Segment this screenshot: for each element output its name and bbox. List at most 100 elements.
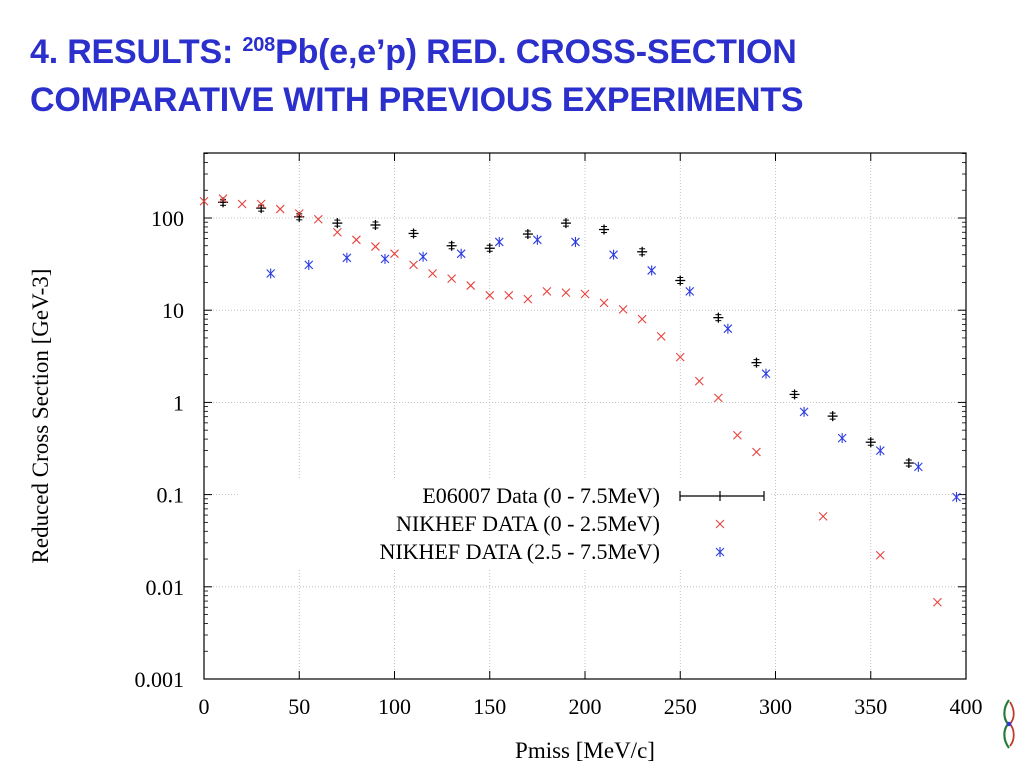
data-point — [685, 286, 695, 297]
data-point — [799, 406, 809, 417]
x-tick-label: 400 — [950, 694, 983, 719]
data-point — [294, 209, 304, 218]
cross-b — [237, 199, 247, 209]
x-tick-label: 350 — [854, 694, 887, 719]
data-point — [494, 236, 504, 247]
axis-ticks — [203, 153, 967, 680]
cross-b — [466, 281, 476, 290]
data-point — [485, 290, 495, 300]
cross-b — [447, 274, 457, 284]
data-point — [599, 298, 609, 308]
cross-b — [371, 242, 380, 251]
data-point — [370, 219, 381, 230]
data-point — [903, 458, 914, 469]
cross-b — [561, 288, 571, 298]
cross-b — [485, 290, 495, 300]
data-point — [218, 194, 228, 204]
data-point — [609, 249, 618, 260]
cross-b — [275, 204, 285, 214]
cross-b — [313, 214, 323, 224]
data-point — [304, 259, 314, 270]
data-point — [447, 274, 457, 284]
cross-b — [332, 227, 342, 237]
series-3 — [266, 234, 961, 503]
cross-b — [542, 286, 552, 296]
data-point — [647, 265, 657, 276]
data-point — [408, 228, 419, 239]
data-point — [275, 204, 285, 214]
x-tick-label: 300 — [759, 694, 792, 719]
data-point — [522, 229, 533, 240]
y-tick-label: 0.1 — [157, 483, 185, 508]
cross-b — [818, 512, 828, 521]
slide-title-rest: Pb(e,e’p) RED. CROSS-SECTION — [275, 33, 797, 71]
legend-sample — [715, 519, 725, 529]
slide-title-prefix: 4. RESULTS: — [30, 33, 243, 71]
data-point — [237, 199, 247, 209]
cross-b — [580, 289, 590, 299]
slide-title-superscript: 208 — [242, 34, 276, 56]
x-tick-label: 50 — [288, 694, 310, 719]
y-tick-label: 100 — [151, 206, 184, 231]
data-points — [199, 194, 961, 607]
data-point — [332, 227, 342, 237]
data-point — [371, 242, 380, 251]
data-point — [637, 246, 648, 257]
data-point — [865, 437, 876, 448]
corner-logo-icon — [1003, 699, 1015, 749]
cross-b — [294, 209, 304, 218]
data-point — [837, 433, 847, 444]
data-point — [694, 376, 704, 386]
data-point — [952, 492, 961, 503]
data-point — [560, 218, 571, 229]
data-point — [504, 290, 514, 300]
y-axis-label: Reduced Cross Section [GeV-3] — [28, 269, 53, 564]
x-tick-label: 0 — [199, 694, 210, 719]
data-point — [675, 275, 686, 286]
y-tick-label: 1 — [173, 390, 184, 415]
x-tick-label: 200 — [569, 694, 602, 719]
data-point — [409, 260, 418, 270]
data-point — [875, 445, 885, 456]
legend-label: NIKHEF DATA (0 - 2.5MeV) — [396, 511, 660, 536]
cross-b — [199, 196, 209, 206]
y-tick-labels: 100 10 1 0.1 0.01 0.001 — [135, 206, 185, 692]
cross-b — [713, 393, 723, 403]
legend-label: E06007 Data (0 - 7.5MeV) — [422, 483, 660, 508]
data-point — [618, 305, 628, 314]
data-point — [818, 512, 828, 521]
data-point — [656, 331, 666, 341]
cross-b — [715, 519, 725, 529]
data-point — [733, 430, 742, 440]
series-2 — [199, 194, 942, 607]
data-point — [580, 289, 590, 299]
data-point — [675, 352, 685, 362]
cross-b — [752, 447, 761, 457]
cross-b — [733, 430, 742, 440]
legend-background — [240, 478, 770, 570]
y-tick-label: 0.01 — [146, 575, 185, 600]
data-point — [827, 411, 838, 422]
x-tick-label: 150 — [473, 694, 506, 719]
y-tick-label: 10 — [162, 298, 184, 323]
data-point — [256, 203, 267, 214]
cross-b — [352, 235, 361, 245]
cross-b — [256, 199, 266, 209]
data-point — [789, 389, 800, 400]
cross-b — [675, 352, 685, 362]
data-point — [266, 268, 276, 279]
cross-b — [933, 597, 942, 607]
cross-b — [618, 305, 628, 314]
data-point — [542, 286, 552, 296]
data-point — [532, 234, 542, 245]
data-point — [466, 281, 476, 290]
data-point — [523, 294, 533, 304]
data-point — [875, 550, 885, 560]
slide-title-line2: COMPARATIVE WITH PREVIOUS EXPERIMENTS — [30, 81, 804, 119]
data-point — [561, 288, 571, 298]
cross-b — [656, 331, 666, 341]
cross-b — [218, 194, 228, 204]
cross-b — [637, 314, 647, 324]
data-point — [332, 218, 343, 229]
